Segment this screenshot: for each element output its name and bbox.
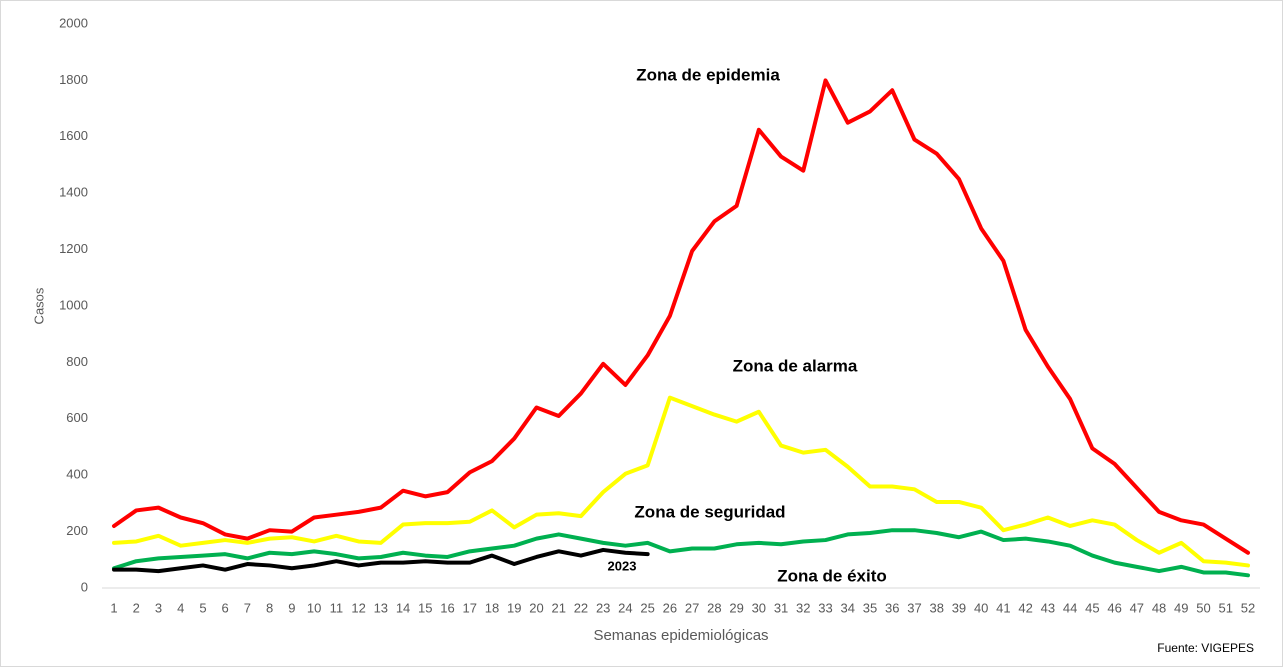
- y-tick-label: 1200: [59, 241, 88, 256]
- series-line: [112, 547, 650, 574]
- y-tick-label: 200: [66, 523, 88, 538]
- x-tick-label: 22: [574, 600, 588, 615]
- x-tick-label: 21: [551, 600, 565, 615]
- x-tick-label: 28: [707, 600, 721, 615]
- x-tick-label: 46: [1107, 600, 1121, 615]
- x-tick-label: 52: [1241, 600, 1255, 615]
- x-tick-label: 18: [485, 600, 499, 615]
- series-label: 2023: [608, 558, 637, 573]
- x-tick-label: 4: [177, 600, 184, 615]
- x-tick-label: 13: [374, 600, 388, 615]
- y-tick-label: 2000: [59, 15, 88, 30]
- x-tick-label: 23: [596, 600, 610, 615]
- x-tick-label: 40: [974, 600, 988, 615]
- x-tick-label: 9: [288, 600, 295, 615]
- series-label: Zona de epidemia: [636, 65, 780, 84]
- series-label: Zona de alarma: [733, 356, 858, 375]
- y-tick-label: 1600: [59, 128, 88, 143]
- x-tick-label: 37: [907, 600, 921, 615]
- y-tick-label: 600: [66, 410, 88, 425]
- x-tick-label: 3: [155, 600, 162, 615]
- x-tick-label: 19: [507, 600, 521, 615]
- x-tick-label: 51: [1219, 600, 1233, 615]
- x-tick-label: 41: [996, 600, 1010, 615]
- x-tick-label: 6: [222, 600, 229, 615]
- x-tick-label: 25: [640, 600, 654, 615]
- x-tick-label: 1: [110, 600, 117, 615]
- series-label: Zona de seguridad: [634, 502, 785, 521]
- x-tick-label: 36: [885, 600, 899, 615]
- x-tick-label: 20: [529, 600, 543, 615]
- y-tick-label: 1000: [59, 297, 88, 312]
- x-tick-label: 49: [1174, 600, 1188, 615]
- x-tick-label: 45: [1085, 600, 1099, 615]
- x-tick-label: 27: [685, 600, 699, 615]
- x-tick-label: 39: [952, 600, 966, 615]
- x-tick-label: 38: [929, 600, 943, 615]
- x-tick-label: 2: [133, 600, 140, 615]
- series-line: [112, 395, 1250, 568]
- y-tick-label: 1800: [59, 72, 88, 87]
- y-tick-label: 1400: [59, 185, 88, 200]
- x-tick-label: 48: [1152, 600, 1166, 615]
- x-tick-label: 50: [1196, 600, 1210, 615]
- y-axis-title: Casos: [31, 287, 46, 324]
- x-tick-label: 11: [330, 600, 344, 615]
- x-tick-label: 8: [266, 600, 273, 615]
- x-tick-label: 10: [307, 600, 321, 615]
- series-line: [112, 528, 1250, 578]
- x-tick-label: 24: [618, 600, 632, 615]
- y-tick-label: 0: [81, 579, 88, 594]
- x-tick-label: 33: [818, 600, 832, 615]
- x-tick-label: 12: [351, 600, 365, 615]
- x-tick-label: 5: [199, 600, 206, 615]
- y-tick-label: 400: [66, 467, 88, 482]
- x-tick-label: 32: [796, 600, 810, 615]
- x-tick-label: 14: [396, 600, 410, 615]
- x-tick-label: 34: [841, 600, 855, 615]
- x-tick-label: 16: [440, 600, 454, 615]
- x-axis-title: Semanas epidemiológicas: [593, 627, 768, 644]
- x-tick-label: 26: [663, 600, 677, 615]
- x-tick-label: 29: [729, 600, 743, 615]
- x-tick-label: 15: [418, 600, 432, 615]
- x-tick-label: 31: [774, 600, 788, 615]
- x-tick-label: 42: [1018, 600, 1032, 615]
- x-tick-label: 47: [1130, 600, 1144, 615]
- x-tick-label: 35: [863, 600, 877, 615]
- zone-annotation: Zona de éxito: [777, 566, 887, 585]
- x-tick-label: 7: [244, 600, 251, 615]
- y-tick-label: 800: [66, 354, 88, 369]
- x-tick-label: 17: [463, 600, 477, 615]
- source-note: Fuente: VIGEPES: [1157, 641, 1254, 655]
- x-tick-label: 30: [752, 600, 766, 615]
- x-tick-label: 44: [1063, 600, 1077, 615]
- series-line: [112, 78, 1250, 555]
- x-tick-label: 43: [1041, 600, 1055, 615]
